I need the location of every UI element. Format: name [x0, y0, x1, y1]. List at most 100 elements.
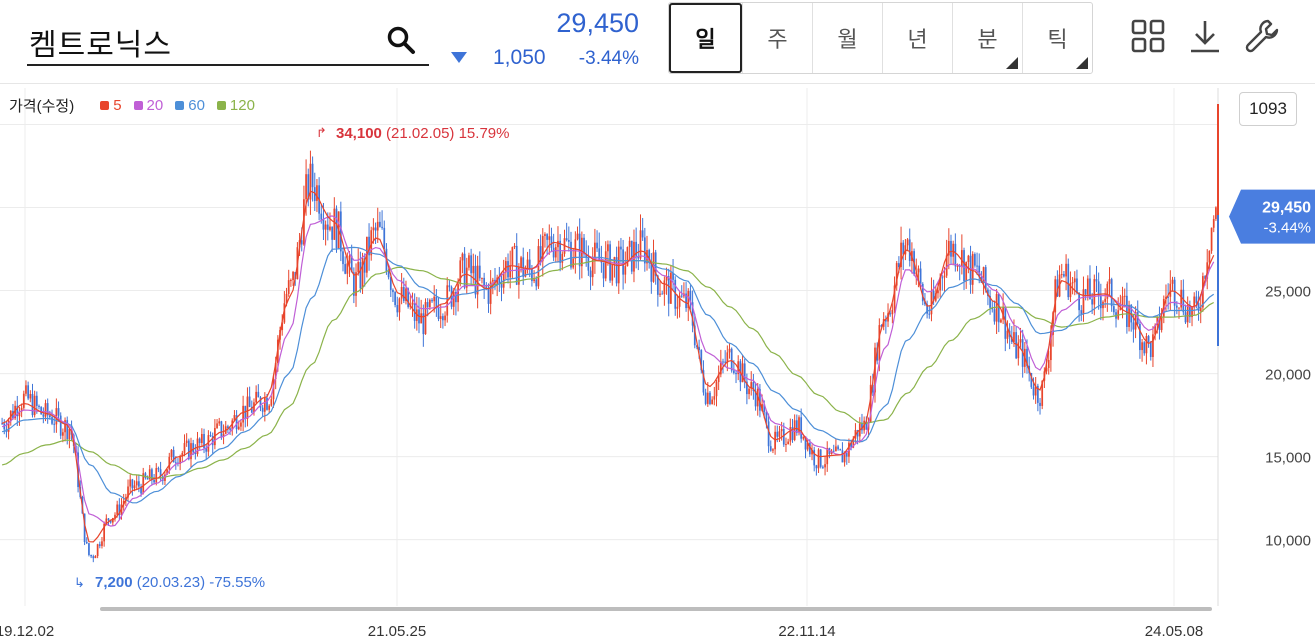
- grid-layout-icon[interactable]: [1130, 18, 1166, 54]
- y-tick-label: 20,000: [1265, 367, 1311, 384]
- candle: [92, 556, 95, 559]
- candle: [415, 309, 418, 321]
- candle: [730, 348, 733, 371]
- candle: [643, 237, 646, 264]
- candle: [984, 267, 987, 290]
- tab-tick[interactable]: 틱: [1022, 3, 1092, 73]
- candle: [133, 485, 136, 489]
- candle: [196, 438, 199, 455]
- x-tick-label: 24.05.08: [1145, 623, 1203, 640]
- candle: [880, 325, 883, 327]
- candle: [96, 544, 99, 557]
- candle: [637, 256, 640, 259]
- wrench-icon[interactable]: [1244, 18, 1280, 54]
- candle: [989, 296, 991, 308]
- candle: [170, 449, 173, 457]
- price-chart[interactable]: 25,000 20,000 15,000 10,000 19.12.02 21.05.25…: [0, 84, 1315, 641]
- candle: [795, 420, 798, 433]
- candle: [233, 415, 236, 421]
- candle: [958, 265, 961, 267]
- candle: [309, 163, 312, 200]
- candle: [405, 288, 407, 301]
- candle: [457, 284, 459, 303]
- candle: [48, 415, 51, 418]
- candle: [672, 272, 674, 280]
- candles: [1, 150, 1217, 563]
- candle: [945, 255, 948, 276]
- candle: [370, 230, 373, 256]
- candle: [435, 296, 438, 308]
- candle: [1063, 274, 1065, 277]
- legend-ma60[interactable]: 60: [175, 97, 205, 114]
- tab-yearly[interactable]: 년: [882, 3, 952, 73]
- candle: [363, 258, 366, 273]
- candle: [963, 250, 965, 282]
- candle: [937, 290, 939, 294]
- candle: [869, 384, 872, 422]
- candle: [769, 446, 772, 451]
- chart-legend: 가격(수정) 5 20 60 120: [9, 95, 267, 116]
- ma5-line: [1, 190, 1215, 543]
- candle: [468, 255, 470, 268]
- candle: [485, 286, 488, 288]
- candle: [1108, 279, 1111, 284]
- x-tick-label: 21.05.25: [368, 623, 426, 640]
- candle: [900, 242, 902, 268]
- price-change: 1,050: [493, 46, 546, 69]
- candle: [352, 272, 355, 296]
- candle: [444, 315, 446, 321]
- stock-name[interactable]: 켐트로닉스: [29, 29, 172, 62]
- legend-ma20[interactable]: 20: [133, 97, 163, 114]
- candle: [31, 393, 34, 416]
- candle: [192, 443, 195, 453]
- candle: [268, 405, 271, 410]
- candle: [1065, 263, 1067, 277]
- candle: [29, 393, 32, 399]
- candle: [1106, 283, 1109, 299]
- candle: [25, 385, 27, 394]
- candle: [698, 347, 700, 351]
- legend-ma120[interactable]: 120: [216, 97, 255, 114]
- candle: [472, 265, 475, 274]
- download-icon[interactable]: [1187, 18, 1223, 54]
- dropdown-corner-icon: [1076, 57, 1088, 69]
- candle: [203, 434, 205, 449]
- candle: [598, 248, 601, 261]
- candle: [498, 277, 501, 284]
- candle: [1080, 310, 1083, 314]
- tab-minute[interactable]: 분: [952, 3, 1022, 73]
- candle: [533, 279, 535, 282]
- candle: [661, 293, 664, 295]
- candle: [856, 430, 859, 437]
- candle: [305, 174, 307, 200]
- candle: [1015, 332, 1018, 359]
- candle: [64, 420, 66, 433]
- candle-count-badge[interactable]: 1093: [1239, 92, 1297, 126]
- tab-monthly[interactable]: 월: [812, 3, 882, 73]
- legend-ma5[interactable]: 5: [100, 97, 122, 114]
- candle: [787, 441, 790, 445]
- tab-weekly[interactable]: 주: [742, 3, 812, 73]
- candle: [567, 240, 570, 242]
- candle: [1191, 307, 1193, 318]
- candle: [852, 438, 855, 448]
- candle: [18, 411, 21, 417]
- candle: [528, 259, 531, 269]
- candle: [20, 407, 23, 412]
- candle: [218, 421, 221, 424]
- candle: [42, 414, 45, 417]
- candle: [552, 247, 555, 258]
- candle: [1180, 289, 1183, 308]
- candle: [98, 544, 101, 546]
- tab-daily[interactable]: 일: [669, 3, 742, 73]
- candle: [159, 469, 162, 477]
- stock-search-box[interactable]: 켐트로닉스: [27, 14, 429, 66]
- candle: [1156, 316, 1159, 326]
- candle: [702, 370, 705, 393]
- candle: [1110, 279, 1113, 307]
- candle: [743, 363, 746, 382]
- candle: [895, 263, 898, 286]
- candle: [101, 541, 103, 546]
- search-icon[interactable]: [385, 24, 417, 56]
- chart-header: 켐트로닉스 29,450 1,050 -3.44% 일 주 월 년 분 틱: [0, 0, 1315, 84]
